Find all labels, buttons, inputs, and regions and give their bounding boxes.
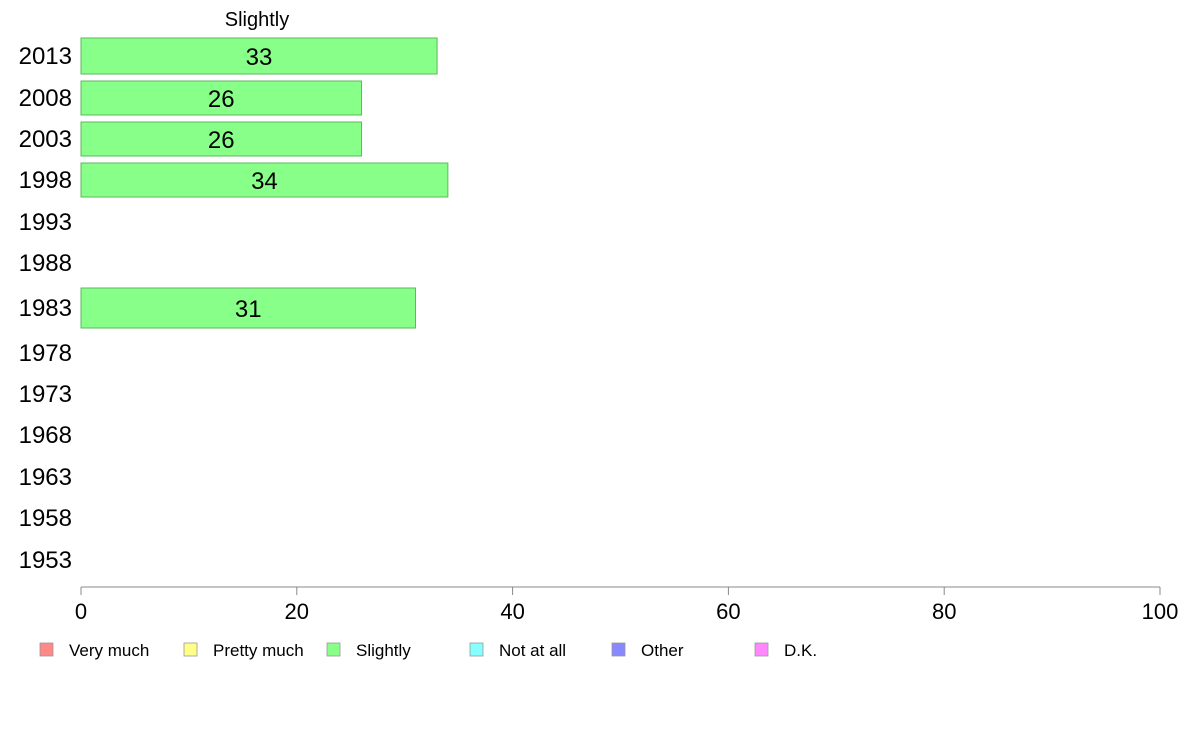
bar-1998 — [80, 162, 449, 198]
bar-value-label: 33 — [246, 44, 273, 71]
legend-label: Pretty much — [213, 641, 304, 660]
legend: Very much Pretty much Slightly Not at all Ot… — [39, 641, 817, 660]
bar-value-label: 26 — [208, 127, 235, 154]
bar-value-label: 26 — [208, 86, 235, 113]
chart-title: Slightly — [225, 9, 289, 31]
bar-1983 — [80, 287, 416, 329]
legend-item: Pretty much — [183, 641, 304, 660]
legend-item: Very much — [39, 641, 149, 660]
legend-item: D.K. — [754, 641, 817, 660]
y-tick-label: 1998 — [19, 167, 72, 194]
x-tick-label: 20 — [285, 599, 309, 624]
y-tick-label: 1968 — [19, 422, 72, 449]
bar-2003 — [80, 121, 363, 157]
legend-swatch — [183, 642, 198, 657]
legend-swatch — [611, 642, 626, 657]
bar-value-label: 31 — [235, 296, 262, 323]
legend-label: Other — [641, 641, 684, 660]
bars: 33 26 26 34 31 — [80, 37, 449, 329]
legend-swatch — [754, 642, 769, 657]
x-tick-label: 60 — [716, 599, 740, 624]
legend-swatch — [469, 642, 484, 657]
y-tick-label: 1973 — [19, 381, 72, 408]
legend-label: D.K. — [784, 641, 817, 660]
legend-item: Not at all — [469, 641, 566, 660]
x-tick-label: 0 — [75, 599, 87, 624]
y-tick-label: 1963 — [19, 464, 72, 491]
x-tick-label: 80 — [932, 599, 956, 624]
y-tick-label: 2003 — [19, 126, 72, 153]
y-tick-label: 1953 — [19, 547, 72, 574]
y-axis: 2013 2008 2003 1998 1993 1988 1983 1978 1973 1968… — [19, 43, 72, 574]
y-tick-label: 1978 — [19, 340, 72, 367]
bar-value-label: 34 — [251, 168, 278, 195]
legend-label: Not at all — [499, 641, 566, 660]
legend-label: Very much — [69, 641, 149, 660]
y-tick-label: 2008 — [19, 85, 72, 112]
legend-item: Other — [611, 641, 684, 660]
y-tick-label: 1988 — [19, 250, 72, 277]
y-tick-label: 1983 — [19, 295, 72, 322]
x-axis: 0 20 40 60 80 100 — [75, 586, 1179, 624]
x-tick-label: 40 — [500, 599, 524, 624]
legend-swatch — [39, 642, 54, 657]
legend-item: Slightly — [326, 641, 411, 660]
bar-2008 — [80, 80, 363, 116]
y-tick-label: 2013 — [19, 43, 72, 70]
bar-2013 — [80, 37, 438, 75]
x-tick-label: 100 — [1142, 599, 1179, 624]
y-tick-label: 1993 — [19, 209, 72, 236]
legend-label: Slightly — [356, 641, 411, 660]
legend-swatch — [326, 642, 341, 657]
y-tick-label: 1958 — [19, 505, 72, 532]
